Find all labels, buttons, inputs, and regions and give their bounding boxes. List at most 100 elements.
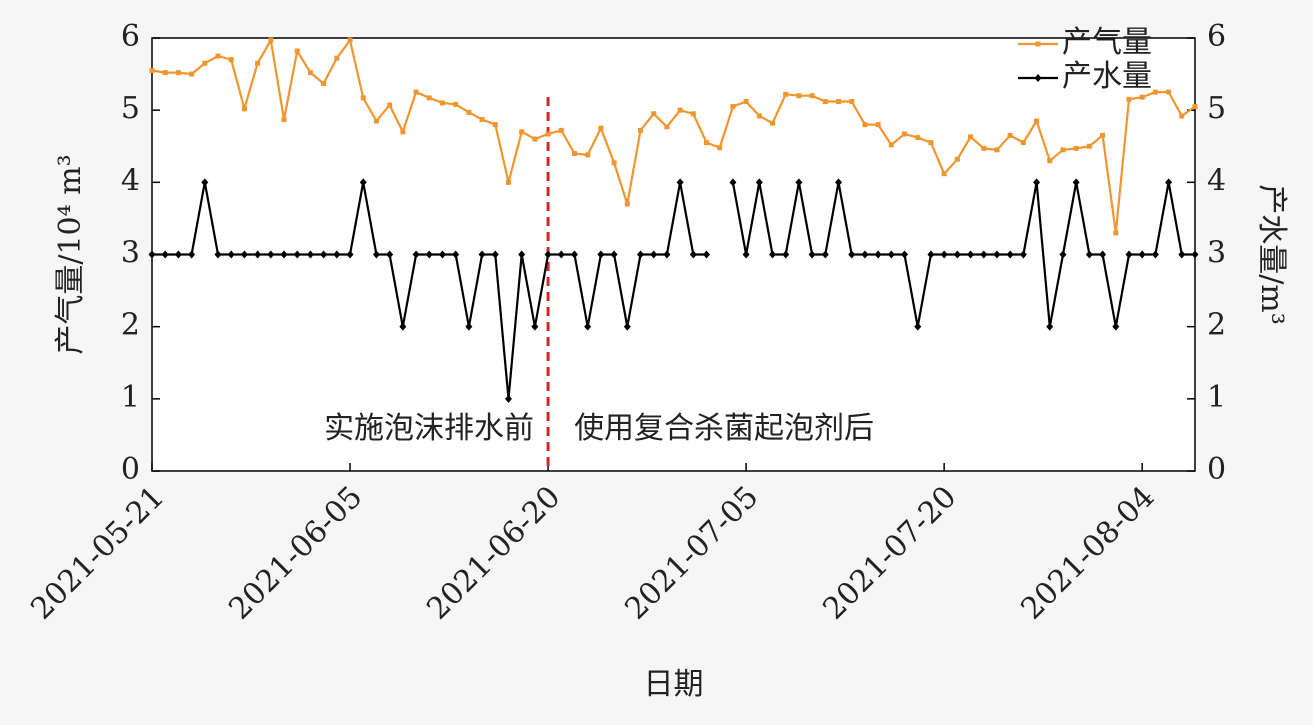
- point: [1138, 250, 1146, 259]
- point: [1035, 41, 1041, 47]
- point: [968, 134, 974, 140]
- point: [848, 250, 856, 259]
- point: [981, 145, 987, 151]
- point: [215, 53, 221, 59]
- point: [928, 140, 934, 146]
- point: [1099, 250, 1107, 259]
- point: [466, 109, 472, 115]
- y-tick-label: 2: [121, 308, 140, 343]
- point: [438, 250, 446, 259]
- point: [1034, 118, 1040, 124]
- point: [689, 250, 697, 259]
- legend-label: 产气量: [1062, 25, 1152, 60]
- y2-tick-label: 3: [1207, 236, 1226, 271]
- point: [321, 80, 327, 86]
- y2-tick-label: 2: [1207, 308, 1226, 343]
- point: [465, 322, 473, 331]
- point: [901, 250, 909, 259]
- point: [400, 129, 406, 135]
- point: [888, 142, 894, 148]
- point: [1019, 250, 1027, 259]
- point: [783, 91, 789, 97]
- point: [663, 250, 671, 259]
- point: [849, 99, 855, 105]
- y2-tick-label: 1: [1207, 380, 1226, 415]
- point: [1059, 250, 1067, 259]
- point: [570, 250, 578, 259]
- point: [822, 99, 828, 105]
- point: [267, 250, 275, 259]
- point: [320, 250, 328, 259]
- point: [980, 250, 988, 259]
- point: [729, 178, 737, 187]
- point: [730, 104, 736, 110]
- point: [1033, 178, 1041, 187]
- x-axis-label: 日期: [644, 667, 704, 702]
- point: [690, 111, 696, 117]
- point: [386, 250, 394, 259]
- point: [492, 122, 498, 128]
- point: [624, 201, 630, 207]
- y-tick-label: 3: [121, 236, 140, 271]
- point: [874, 250, 882, 259]
- point: [1126, 96, 1132, 102]
- point: [742, 250, 750, 259]
- point: [597, 250, 605, 259]
- point: [1166, 89, 1172, 95]
- point: [862, 122, 868, 128]
- point: [346, 250, 354, 259]
- point: [704, 140, 710, 146]
- point: [280, 250, 288, 259]
- point: [161, 250, 169, 259]
- point: [914, 322, 922, 331]
- point: [1151, 250, 1159, 259]
- point: [1006, 250, 1014, 259]
- point: [372, 250, 380, 259]
- point: [162, 70, 168, 76]
- point: [821, 250, 829, 259]
- point: [1152, 89, 1158, 95]
- point: [941, 171, 947, 177]
- point: [426, 95, 432, 101]
- point: [743, 99, 749, 105]
- point: [306, 250, 314, 259]
- point: [412, 250, 420, 259]
- point: [1034, 74, 1042, 82]
- point: [479, 117, 485, 123]
- point: [281, 117, 287, 123]
- point: [835, 178, 843, 187]
- point: [228, 57, 234, 63]
- point: [505, 179, 511, 185]
- point: [651, 111, 657, 117]
- point: [453, 101, 459, 107]
- point: [188, 250, 196, 259]
- y-tick-label: 6: [121, 19, 140, 54]
- y-tick-label: 4: [121, 163, 140, 198]
- point: [373, 118, 379, 124]
- point: [334, 55, 340, 61]
- point: [1179, 113, 1185, 119]
- point: [294, 48, 300, 54]
- point: [1100, 132, 1106, 138]
- point: [967, 250, 975, 259]
- point: [149, 67, 155, 73]
- point: [531, 322, 539, 331]
- point: [201, 178, 209, 187]
- point: [584, 322, 592, 331]
- point: [1085, 250, 1093, 259]
- y2-tick-label: 5: [1207, 91, 1226, 126]
- point: [755, 178, 763, 187]
- point: [1192, 104, 1198, 110]
- point: [1191, 250, 1199, 259]
- point: [545, 131, 551, 137]
- point: [1047, 158, 1053, 164]
- point: [307, 70, 313, 76]
- point: [1178, 250, 1186, 259]
- point: [202, 60, 208, 66]
- point: [915, 135, 921, 141]
- point: [1060, 147, 1066, 153]
- point: [293, 250, 301, 259]
- point: [1113, 230, 1119, 236]
